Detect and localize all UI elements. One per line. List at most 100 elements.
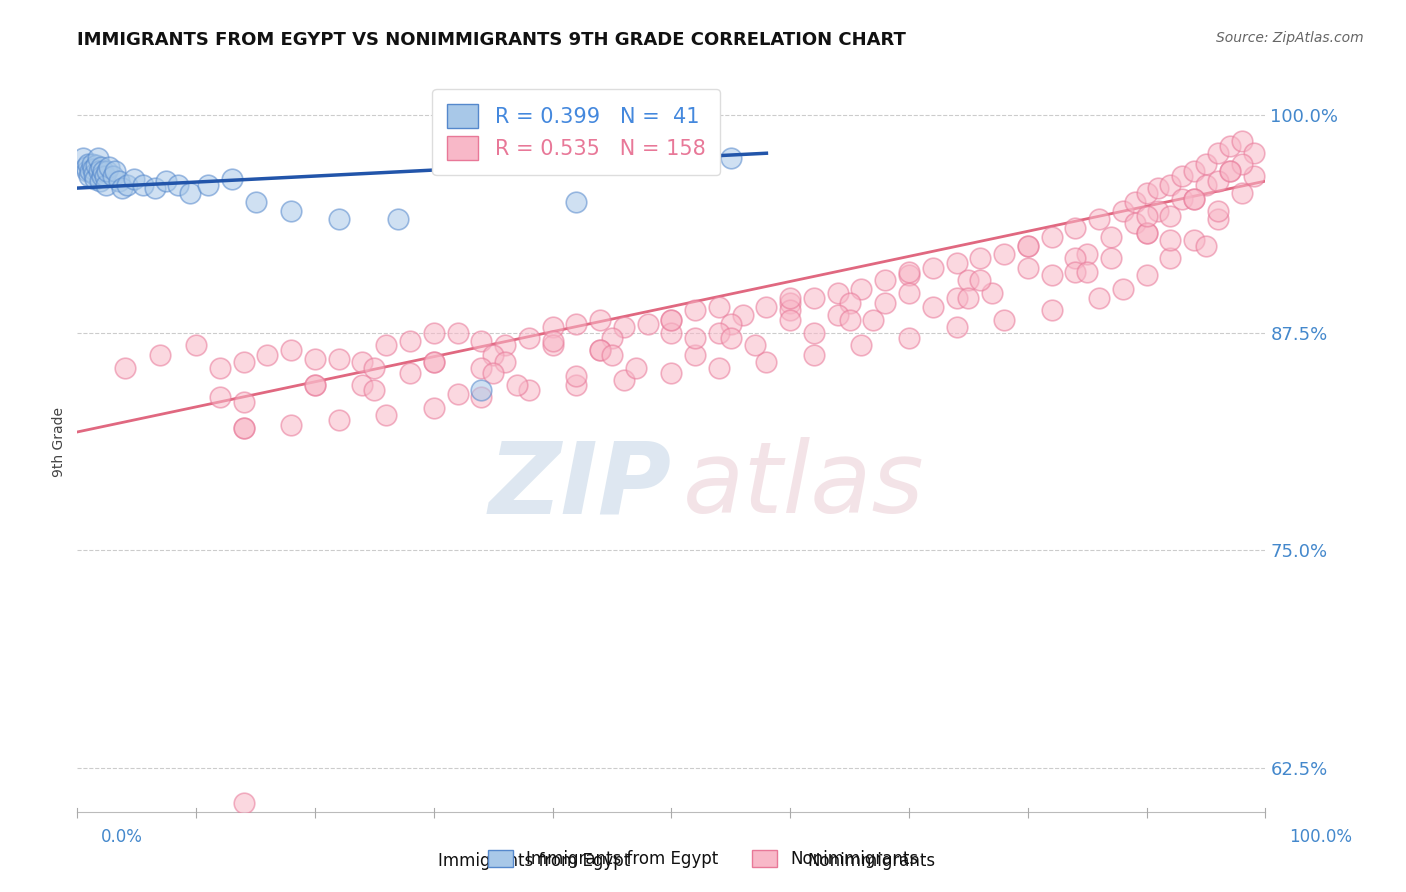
Point [1182,233,1205,247]
Point [280,417,302,432]
Point [1064,251,1087,265]
Point [589,313,612,327]
Point [387,212,409,227]
Point [898,331,921,345]
Point [328,351,350,366]
Point [875,273,897,287]
Point [1206,174,1229,188]
Point [779,303,801,318]
Point [91,169,114,183]
Point [1017,261,1039,276]
Point [90,160,112,174]
Point [79,163,101,178]
Point [363,383,385,397]
Point [981,285,1004,300]
Point [101,169,124,183]
Point [423,355,446,369]
Point [1159,209,1181,223]
Point [482,366,505,380]
Point [375,408,398,422]
Point [1017,238,1039,252]
Point [197,178,219,192]
Point [1230,157,1253,171]
Point [423,326,446,340]
Point [80,157,103,171]
Point [720,152,742,166]
Point [613,373,636,387]
Point [1136,268,1159,282]
Point [1171,192,1194,206]
Point [1040,303,1063,318]
Point [827,285,849,300]
Point [613,320,636,334]
Point [1206,146,1229,161]
Point [969,273,991,287]
Point [1147,181,1170,195]
Point [683,331,706,345]
Point [637,317,659,331]
Point [661,313,683,327]
Point [707,360,730,375]
Point [280,343,302,357]
Point [470,360,492,375]
Point [399,334,422,349]
Point [245,194,267,209]
Point [683,348,706,362]
Point [851,338,873,352]
Point [565,194,588,209]
Point [328,212,350,227]
Text: ZIP: ZIP [488,437,672,534]
Point [565,317,588,331]
Point [131,178,153,192]
Point [838,313,860,327]
Point [779,296,801,310]
Point [1195,178,1218,192]
Point [167,178,190,192]
Point [87,163,110,178]
Point [111,181,134,195]
Point [108,174,131,188]
Point [661,366,683,380]
Point [232,421,254,435]
Point [86,152,108,166]
Point [124,172,146,186]
Point [232,395,254,409]
Point [155,174,177,188]
Point [1099,230,1122,244]
Legend: Immigrants from Egypt, Nonimmigrants: Immigrants from Egypt, Nonimmigrants [481,843,925,875]
Point [149,348,172,362]
Point [707,300,730,314]
Point [851,282,873,296]
Point [1136,186,1159,201]
Point [1088,291,1111,305]
Point [945,256,967,270]
Y-axis label: 9th Grade: 9th Grade [52,407,66,476]
Point [707,326,730,340]
Point [898,268,921,282]
Point [600,331,623,345]
Point [1195,238,1218,252]
Point [1243,169,1265,183]
Point [1182,163,1205,178]
Point [1123,194,1146,209]
Point [304,378,326,392]
Text: Immigrants from Egypt: Immigrants from Egypt [439,852,630,870]
Point [1076,247,1098,261]
Point [82,161,104,176]
Text: Nonimmigrants: Nonimmigrants [807,852,936,870]
Point [720,317,742,331]
Point [945,291,967,305]
Point [517,383,540,397]
Point [755,355,778,369]
Point [232,796,254,810]
Point [720,331,742,345]
Point [1230,134,1253,148]
Point [921,300,943,314]
Point [96,163,118,178]
Point [256,348,278,362]
Point [1136,227,1159,241]
Point [208,390,231,404]
Point [957,291,980,305]
Point [600,348,623,362]
Point [470,383,492,397]
